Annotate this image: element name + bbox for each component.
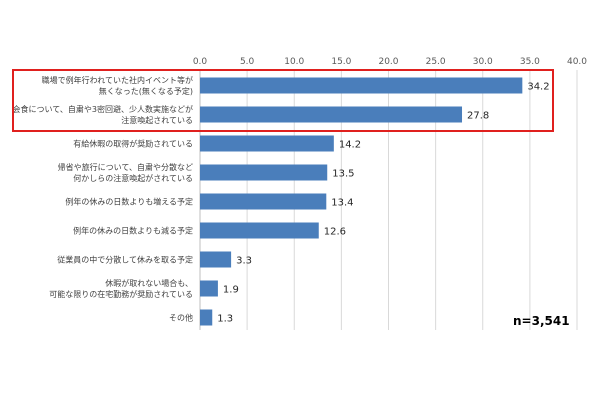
x-tick-label: 5.0 (240, 57, 255, 67)
value-label: 34.2 (527, 82, 549, 93)
value-label: 12.6 (324, 227, 346, 238)
x-tick-label: 10.0 (284, 57, 304, 67)
x-axis-ticks: 0.0 5.0 10.0 15.0 20.0 25.0 30.0 35.0 40.0 (193, 57, 587, 67)
category-label: 職場で例年行われていた社内イベント等が (42, 75, 193, 85)
x-tick-label: 15.0 (331, 57, 351, 67)
category-label: 無くなった(無くなる予定) (99, 86, 193, 96)
bar (200, 193, 327, 210)
bar (200, 106, 463, 123)
category-label: 何かしらの注意喚起がされている (73, 173, 193, 183)
category-label: 帰省や旅行について、自粛や分散など (58, 162, 193, 172)
value-label: 3.3 (236, 256, 252, 267)
bar (200, 164, 328, 181)
sample-size-note: n=3,541 (513, 314, 570, 328)
value-label: 1.9 (223, 285, 239, 296)
bar (200, 135, 334, 152)
category-label: 可能な限りの在宅勤務が奨励されている (49, 289, 193, 299)
value-label: 1.3 (217, 314, 233, 325)
category-label: 会食について、自粛や3密回避、少人数実施などが (13, 104, 193, 114)
x-tick-label: 30.0 (473, 57, 493, 67)
bar (200, 222, 319, 239)
value-label: 27.8 (467, 111, 489, 122)
value-labels: 34.2 27.8 14.2 13.5 13.4 12.6 3.3 1.9 1.3 (217, 82, 549, 325)
x-tick-label: 0.0 (193, 57, 208, 67)
bar (200, 309, 213, 326)
category-label: 注意喚起されている (121, 115, 193, 125)
value-label: 13.5 (332, 169, 354, 180)
bar (200, 280, 218, 297)
bars (200, 77, 523, 326)
category-label: 従業員の中で分散して休みを取る予定 (57, 255, 193, 265)
category-label: その他 (169, 313, 193, 323)
category-label: 例年の休みの日数よりも増える予定 (65, 197, 193, 207)
x-tick-label: 25.0 (426, 57, 446, 67)
x-tick-label: 35.0 (520, 57, 540, 67)
x-tick-label: 40.0 (567, 57, 587, 67)
highlight-box (12, 69, 554, 132)
bar (200, 77, 523, 94)
category-label: 休暇が取れない場合も、 (105, 278, 193, 288)
x-tick-label: 20.0 (378, 57, 398, 67)
category-label: 例年の休みの日数よりも減る予定 (73, 226, 193, 236)
category-label: 有給休暇の取得が奨励されている (73, 139, 193, 149)
bar (200, 251, 232, 268)
value-label: 14.2 (339, 140, 361, 151)
value-label: 13.4 (331, 198, 353, 209)
